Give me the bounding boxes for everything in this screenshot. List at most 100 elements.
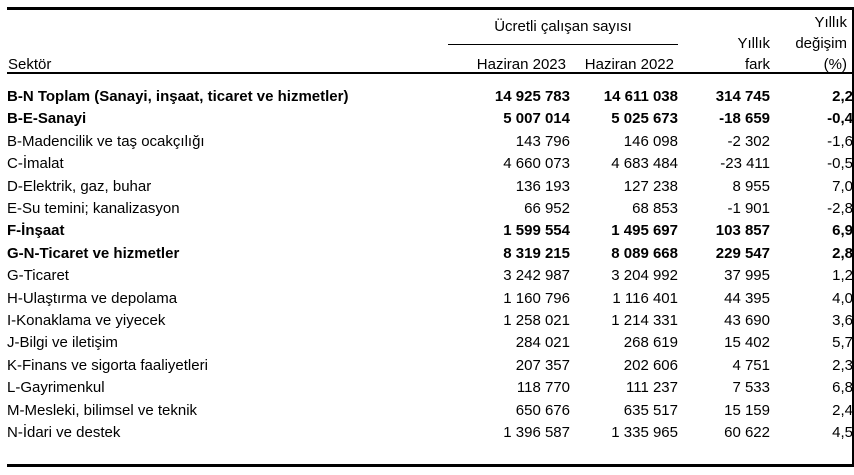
employment-by-sector-table: B-N Toplam (Sanayi, inşaat, ticaret ve h… [7,86,853,445]
yillik-degisim-cell: -2,8 [827,200,853,218]
table-row-water: E-Su temini; kanalizasyon 66 952 68 853 … [7,198,853,220]
haziran-2022-cell: 1 214 331 [611,312,678,330]
yillik-fark-cell: -18 659 [719,110,770,128]
haziran-2022-cell: 1 495 697 [611,222,678,240]
haziran-2022-cell: 127 238 [623,177,678,195]
haziran-2022-cell: 14 611 038 [603,88,678,105]
sector-cell: G-Ticaret [7,267,69,285]
yillik-degisim-cell: 2,2 [832,88,853,105]
haziran-2023-cell: 650 676 [515,401,570,419]
yillik-fark-cell: -2 302 [727,132,770,150]
haziran-2022-cell: 111 237 [626,379,678,397]
sector-column-header: Sektör [8,56,52,73]
haziran-2022-cell: 3 204 992 [611,267,678,285]
haziran-2023-cell: 284 021 [515,334,570,352]
annual-difference-column-header: Yıllık fark [678,33,770,75]
haziran-2023-cell: 3 242 987 [503,267,570,285]
yillik-fark-cell: 103 857 [715,222,770,240]
haziran-2023-cell: 136 193 [515,177,570,195]
haziran-2023-cell: 5 007 014 [503,110,570,128]
table-row-total: B-N Toplam (Sanayi, inşaat, ticaret ve h… [7,86,853,108]
haziran-2023-cell: 4 660 073 [503,155,570,173]
yillik-degisim-cell: 7,0 [832,177,853,195]
yillik-fark-cell: 43 690 [724,312,770,330]
sector-cell: B-E-Sanayi [7,110,87,128]
table-row-administrative: N-İdari ve destek 1 396 587 1 335 965 60… [7,422,853,444]
table-row-finance: K-Finans ve sigorta faaliyetleri 207 357… [7,355,853,377]
table-row-accommodation: I-Konaklama ve yiyecek 1 258 021 1 214 3… [7,310,853,332]
sector-cell: H-Ulaştırma ve depolama [7,289,178,307]
yillik-degisim-cell: 4,0 [832,289,853,307]
yillik-fark-cell: -1 901 [727,200,770,218]
right-border-rule [852,7,854,467]
top-rule [7,7,853,10]
yillik-degisim-cell: -0,4 [827,110,853,128]
sector-cell: N-İdari ve destek [7,424,121,442]
group-header-underline [448,44,678,45]
yillik-degisim-cell: 6,9 [832,222,853,240]
yillik-degisim-cell: -1,6 [827,132,853,150]
yillik-fark-cell: 15 159 [724,401,770,419]
haziran-2023-cell: 143 796 [515,132,570,150]
sector-cell: E-Su temini; kanalizasyon [7,200,180,218]
haziran-2023-cell: 14 925 783 [494,88,570,105]
yillik-fark-cell: 314 745 [715,88,770,105]
table-row-industry: B-E-Sanayi 5 007 014 5 025 673 -18 659 -… [7,108,853,130]
annual-change-column-header: Yıllık değişim (%) [690,12,847,75]
haziran-2022-cell: 1 335 965 [611,424,678,442]
haziran-2023-cell: 118 770 [516,379,570,397]
haziran-2023-cell: 207 357 [515,356,570,374]
yillik-degisim-cell: 4,5 [832,424,853,442]
haziran-2022-cell: 5 025 673 [611,110,678,128]
yillik-fark-cell: -23 411 [720,155,770,173]
bottom-rule [7,464,853,467]
table-row-transport: H-Ulaştırma ve depolama 1 160 796 1 116 … [7,288,853,310]
header-separator-rule [7,72,853,74]
yillik-degisim-cell: 2,3 [832,356,853,374]
yillik-fark-cell: 7 533 [732,379,770,397]
haziran-2022-cell: 4 683 484 [611,155,678,173]
yillik-fark-cell: 15 402 [724,334,770,352]
sector-cell: L-Gayrimenkul [7,379,105,397]
yillik-degisim-cell: 3,6 [832,312,853,330]
sector-cell: M-Mesleki, bilimsel ve teknik [7,401,198,419]
haziran-2022-cell: 146 098 [623,132,678,150]
annual-change-header-line1: Yıllık [814,14,847,31]
annual-change-header-line2: değişim [795,35,847,52]
haziran-2023-cell: 1 160 796 [503,289,570,307]
haziran-2023-cell: 1 599 554 [503,222,570,240]
yillik-fark-cell: 8 955 [732,177,770,195]
table-row-information: J-Bilgi ve iletişim 284 021 268 619 15 4… [7,332,853,354]
haziran-2022-cell: 268 619 [623,334,678,352]
haziran-2023-cell: 1 258 021 [503,312,570,330]
yillik-fark-cell: 4 751 [732,356,770,374]
haziran-2022-column-header: Haziran 2022 [584,56,674,73]
sector-cell: J-Bilgi ve iletişim [7,334,118,352]
sector-cell: G-N-Ticaret ve hizmetler [7,244,180,262]
sector-cell: B-N Toplam (Sanayi, inşaat, ticaret ve h… [7,88,349,105]
sector-cell: I-Konaklama ve yiyecek [7,312,166,330]
table-row-mining: B-Madencilik ve taş ocakçılığı 143 796 1… [7,131,853,153]
haziran-2023-cell: 8 319 215 [503,244,570,262]
yillik-fark-cell: 60 622 [724,424,770,442]
table-row-electricity: D-Elektrik, gaz, buhar 136 193 127 238 8… [7,176,853,198]
yillik-fark-cell: 229 547 [715,244,770,262]
sector-cell: D-Elektrik, gaz, buhar [7,177,152,195]
sector-cell: B-Madencilik ve taş ocakçılığı [7,132,205,150]
table-row-realestate: L-Gayrimenkul 118 770 111 237 7 533 6,8 [7,377,853,399]
haziran-2023-column-header: Haziran 2023 [476,56,566,73]
sector-cell: K-Finans ve sigorta faaliyetleri [7,356,208,374]
table-row-trade: G-Ticaret 3 242 987 3 204 992 37 995 1,2 [7,265,853,287]
yillik-degisim-cell: 1,2 [832,267,853,285]
haziran-2022-cell: 8 089 668 [611,244,678,262]
table-row-manufacturing: C-İmalat 4 660 073 4 683 484 -23 411 -0,… [7,153,853,175]
annual-difference-header-line2: fark [744,56,770,73]
paid-employees-group-header: Ücretli çalışan sayısı [494,18,632,35]
table-row-trade-services: G-N-Ticaret ve hizmetler 8 319 215 8 089… [7,243,853,265]
annual-change-header-line3: (%) [823,56,847,73]
yillik-fark-cell: 44 395 [724,289,770,307]
table-row-professional: M-Mesleki, bilimsel ve teknik 650 676 63… [7,400,853,422]
sector-cell: F-İnşaat [7,222,65,240]
sector-cell: C-İmalat [7,155,64,173]
